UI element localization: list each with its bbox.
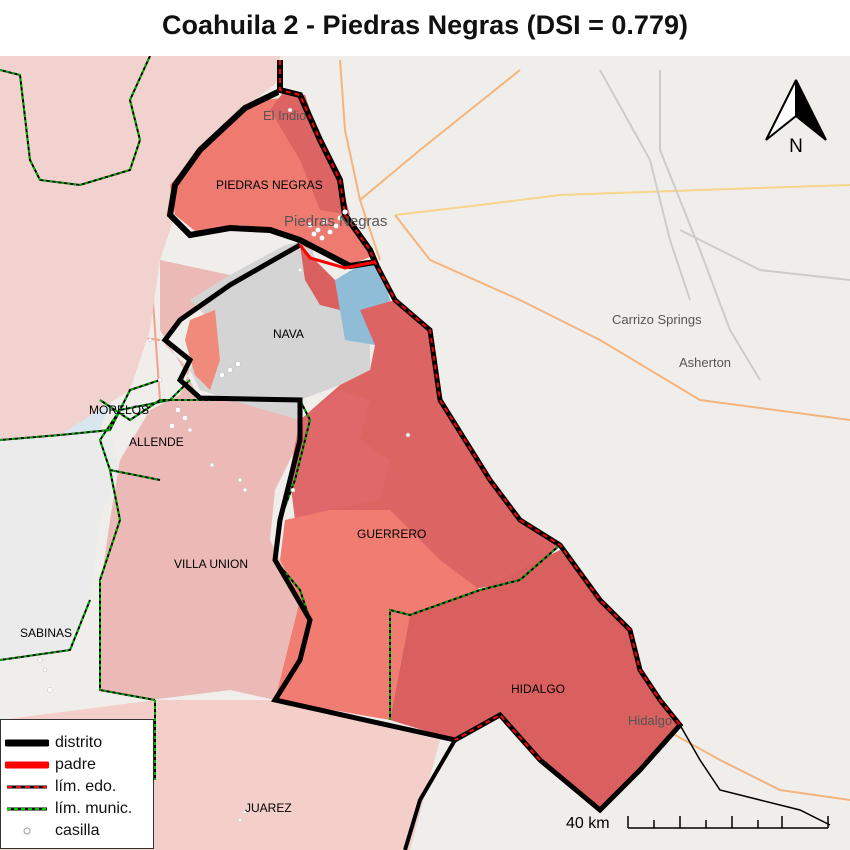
north-arrow: N (760, 76, 832, 158)
legend-item-lim-munic: lím. munic. (1, 798, 151, 820)
legend-label-lim-edo: lím. edo. (55, 778, 117, 795)
basemap-label-hidalgo: Hidalgo (628, 713, 672, 728)
basemap-label-asherton: Asherton (679, 355, 731, 370)
legend-label-distrito: distrito (55, 734, 103, 751)
north-arrow-label: N (789, 136, 803, 157)
scale-bar: 40 km (560, 800, 840, 840)
map-legend: distrito padre lím. edo. lím. munic. cas… (0, 719, 154, 849)
legend-symbol-thick-black-line (5, 739, 49, 747)
scale-bar-label: 40 km (566, 815, 610, 832)
piedras-negras-south-area (300, 245, 340, 310)
legend-item-distrito: distrito (1, 732, 151, 754)
municipality-label-guerrero: GUERRERO (357, 527, 426, 541)
municipality-label-sabinas: SABINAS (20, 626, 72, 640)
legend-item-padre: padre (1, 754, 151, 776)
municipality-label-nava: NAVA (273, 327, 304, 341)
hidalgo-area (390, 550, 680, 810)
legend-label-padre: padre (55, 756, 96, 773)
guerrero-south-area (275, 510, 480, 720)
municipality-label-hidalgo: HIDALGO (511, 682, 565, 696)
nava-west-area (185, 310, 220, 390)
casilla-points (37, 107, 411, 823)
district-boundary (161, 60, 831, 850)
legend-label-lim-munic: lím. munic. (55, 800, 133, 817)
legend-item-casilla: casilla (1, 820, 151, 842)
map-title: Coahuila 2 - Piedras Negras (DSI = 0.779… (162, 10, 688, 40)
basemap-label-el-indio: El Indio (263, 108, 306, 123)
map-svg: El Indio Piedras Negras Carrizo Springs … (0, 56, 850, 850)
legend-symbol-thick-red-line (5, 761, 49, 769)
legend-item-lim-edo: lím. edo. (1, 776, 151, 798)
legend-symbol-green-black-dashed-line (7, 807, 47, 811)
municipality-label-allende: ALLENDE (129, 435, 184, 449)
outer-municipality-area (0, 56, 280, 440)
municipality-label-villa-union: VILLA UNION (174, 557, 248, 571)
basemap-label-carrizo-springs: Carrizo Springs (612, 312, 702, 327)
municipality-label-morelos: MORELOS (89, 403, 149, 417)
basemap-labels: El Indio Piedras Negras Carrizo Springs … (263, 108, 731, 728)
legend-label-casilla: casilla (55, 822, 100, 839)
villa-union-area (100, 260, 300, 700)
piedras-negras-east-area (270, 90, 350, 215)
legend-symbol-red-black-dashed-line (7, 785, 47, 789)
guerrero-west-area (290, 390, 390, 520)
municipality-label-piedras-negras: PIEDRAS NEGRAS (216, 178, 323, 192)
legend-symbol-hollow-dot (23, 827, 31, 835)
municipality-label-juarez: JUAREZ (245, 801, 292, 815)
sabinas-area-grey (0, 430, 120, 660)
map-canvas[interactable]: El Indio Piedras Negras Carrizo Springs … (0, 56, 850, 850)
basemap-label-piedras-negras: Piedras Negras (284, 213, 387, 230)
municipality-labels: PIEDRAS NEGRAS NAVA MORELOS ALLENDE GUER… (20, 178, 565, 815)
